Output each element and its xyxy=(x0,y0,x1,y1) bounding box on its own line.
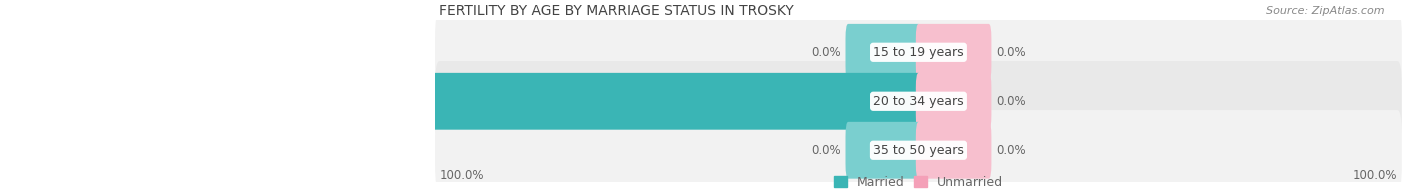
FancyBboxPatch shape xyxy=(915,122,991,179)
FancyBboxPatch shape xyxy=(915,24,991,81)
Legend: Married, Unmarried: Married, Unmarried xyxy=(834,176,1002,189)
Text: 0.0%: 0.0% xyxy=(995,95,1025,108)
Text: 15 to 19 years: 15 to 19 years xyxy=(873,46,963,59)
Text: 35 to 50 years: 35 to 50 years xyxy=(873,144,965,157)
FancyBboxPatch shape xyxy=(434,12,1402,93)
Text: 0.0%: 0.0% xyxy=(811,144,841,157)
FancyBboxPatch shape xyxy=(845,122,921,179)
Text: 0.0%: 0.0% xyxy=(995,144,1025,157)
Text: 20 to 34 years: 20 to 34 years xyxy=(873,95,963,108)
FancyBboxPatch shape xyxy=(915,73,991,130)
Text: 0.0%: 0.0% xyxy=(811,46,841,59)
Text: 0.0%: 0.0% xyxy=(995,46,1025,59)
FancyBboxPatch shape xyxy=(37,73,921,130)
Text: 100.0%: 100.0% xyxy=(440,169,484,182)
Text: 100.0%: 100.0% xyxy=(53,95,101,108)
Text: FERTILITY BY AGE BY MARRIAGE STATUS IN TROSKY: FERTILITY BY AGE BY MARRIAGE STATUS IN T… xyxy=(440,4,794,18)
Text: 100.0%: 100.0% xyxy=(1353,169,1398,182)
FancyBboxPatch shape xyxy=(434,110,1402,191)
FancyBboxPatch shape xyxy=(845,24,921,81)
FancyBboxPatch shape xyxy=(434,61,1402,142)
Text: Source: ZipAtlas.com: Source: ZipAtlas.com xyxy=(1267,6,1385,16)
